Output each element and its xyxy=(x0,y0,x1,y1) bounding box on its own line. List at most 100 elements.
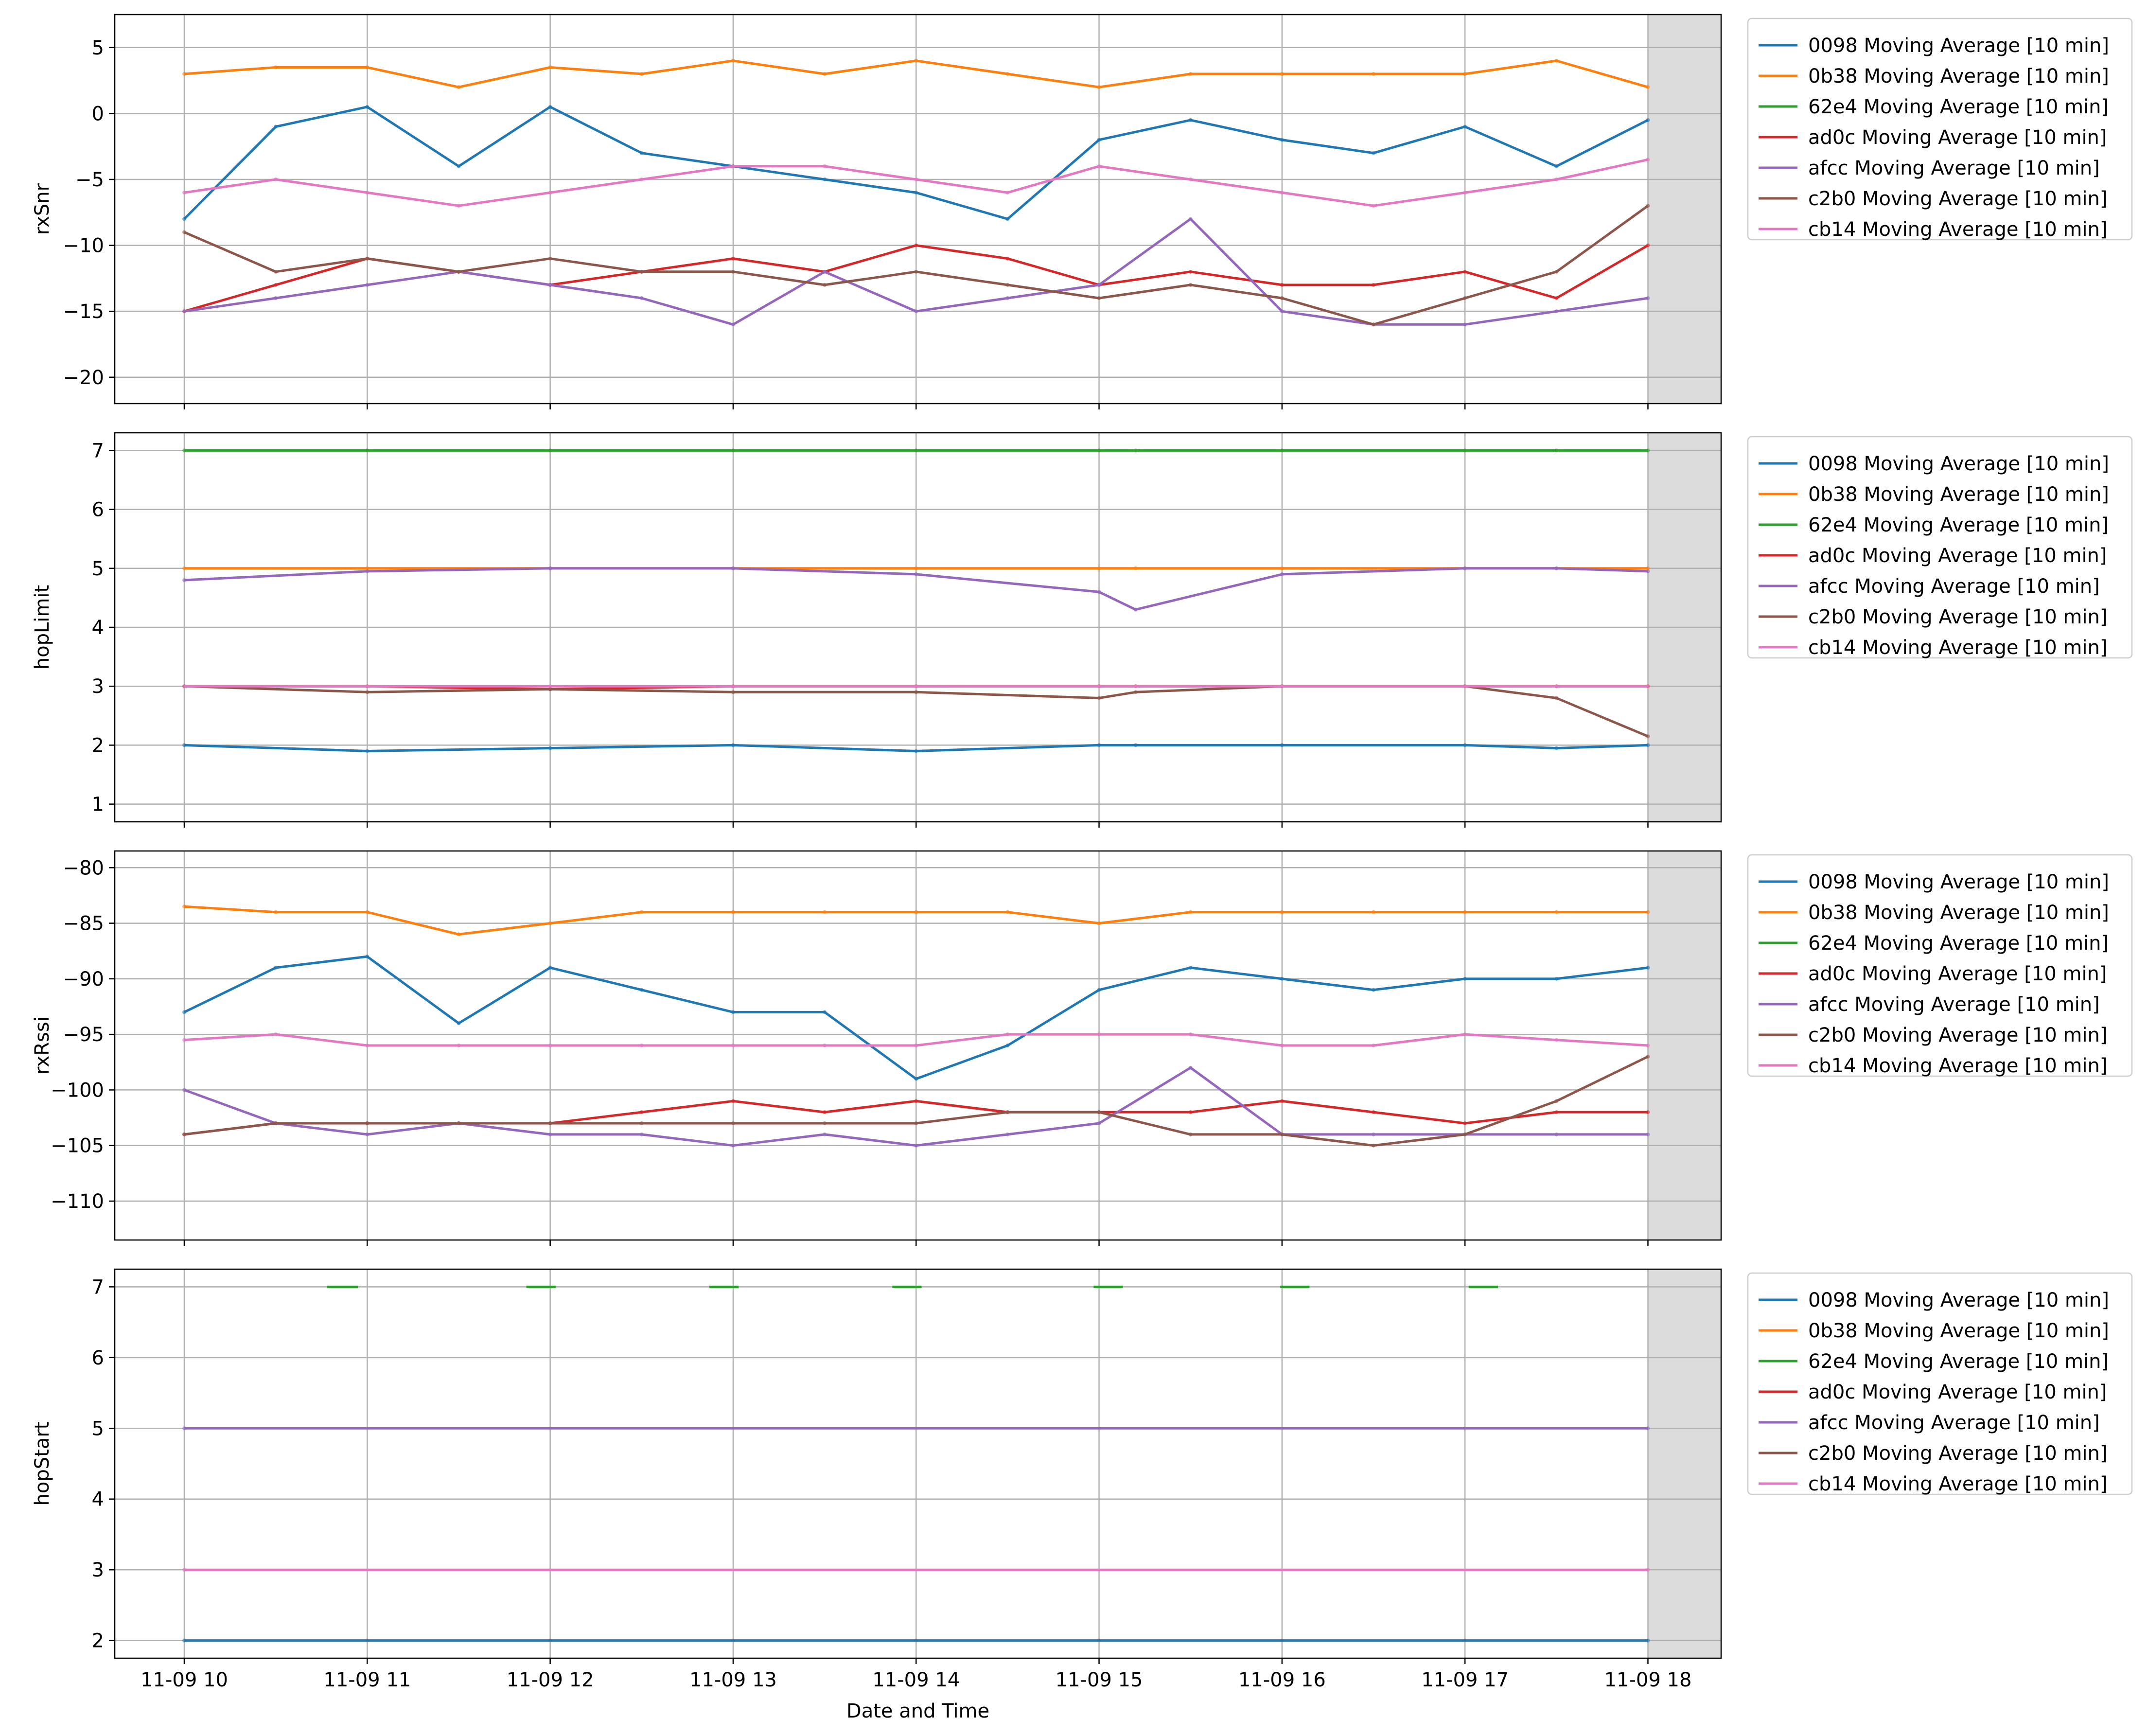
x-tick-label: 11-09 14 xyxy=(872,1669,960,1691)
legend-box xyxy=(1747,854,2133,1077)
data-point xyxy=(823,1121,827,1125)
data-point xyxy=(639,177,644,181)
data-point xyxy=(457,164,461,168)
data-point xyxy=(1463,1032,1467,1037)
y-tick-label: 5 xyxy=(92,37,104,59)
data-point xyxy=(639,269,644,274)
data-point xyxy=(1097,988,1101,992)
legend-box xyxy=(1747,436,2133,659)
data-point xyxy=(914,684,918,689)
data-point xyxy=(1554,566,1559,570)
axes-frame xyxy=(114,1268,1722,1659)
data-point xyxy=(1646,85,1650,89)
data-point xyxy=(457,204,461,208)
data-point xyxy=(731,1099,735,1103)
data-point xyxy=(1646,1054,1650,1059)
data-point xyxy=(639,988,644,992)
data-point xyxy=(274,910,278,914)
data-point xyxy=(914,269,918,274)
data-point xyxy=(639,1121,644,1125)
data-point xyxy=(1463,743,1467,747)
data-point xyxy=(182,578,186,583)
data-point xyxy=(639,910,644,914)
y-tick-label: 4 xyxy=(92,1488,104,1511)
data-point xyxy=(548,1044,552,1047)
legend-entry: ad0c Moving Average [10 min] xyxy=(1808,963,2107,985)
data-point xyxy=(365,65,370,70)
data-point xyxy=(1554,1099,1559,1103)
y-axis-label: rxSnr xyxy=(31,183,53,235)
data-point xyxy=(731,684,735,689)
data-point xyxy=(1280,684,1284,689)
data-point xyxy=(274,177,278,181)
y-tick-label: 4 xyxy=(92,617,104,639)
y-tick-label: 5 xyxy=(92,558,104,580)
data-point xyxy=(1188,1132,1193,1136)
data-point xyxy=(1372,283,1376,287)
data-point xyxy=(731,1010,735,1014)
data-point xyxy=(1188,1032,1193,1037)
y-tick-label: −110 xyxy=(51,1190,104,1213)
data-point xyxy=(548,448,552,453)
data-point xyxy=(457,1021,461,1026)
panel-hopLimit: 1 2 3 4 5 6 7 hopLimit 0098 Moving Average [10 m… xyxy=(31,432,2133,828)
data-point xyxy=(823,1110,827,1115)
data-point xyxy=(548,746,552,750)
data-point xyxy=(182,743,186,747)
data-point xyxy=(1463,976,1467,981)
x-tick-label: 11-09 18 xyxy=(1604,1669,1692,1691)
legend-entry: afcc Moving Average [10 min] xyxy=(1808,575,2100,598)
legend-entry: c2b0 Moving Average [10 min] xyxy=(1808,606,2107,628)
data-point xyxy=(1005,283,1010,287)
data-point xyxy=(1005,296,1010,301)
data-point xyxy=(1646,1110,1650,1115)
data-point xyxy=(274,283,278,287)
data-point xyxy=(1372,988,1376,992)
data-point xyxy=(182,72,186,76)
data-point xyxy=(914,191,918,195)
data-point xyxy=(1554,58,1559,63)
data-point xyxy=(823,283,827,287)
series-group xyxy=(182,1285,1650,1643)
data-point xyxy=(1005,72,1010,76)
data-point xyxy=(1188,1065,1193,1070)
series-group xyxy=(182,904,1650,1148)
data-point xyxy=(1280,1099,1284,1103)
y-tick-label: 6 xyxy=(92,1347,104,1369)
data-point xyxy=(823,164,827,168)
data-point xyxy=(1005,217,1010,221)
data-point xyxy=(1005,1132,1010,1136)
data-point xyxy=(548,105,552,109)
data-point xyxy=(1188,269,1193,274)
y-tick-label: 6 xyxy=(92,499,104,521)
data-point xyxy=(914,1044,918,1047)
data-point xyxy=(1188,283,1193,287)
data-point xyxy=(182,1426,186,1431)
legend-entry: 0098 Moving Average [10 min] xyxy=(1808,35,2109,57)
data-point xyxy=(1133,690,1138,694)
data-point xyxy=(457,1044,461,1047)
data-point xyxy=(365,1044,370,1047)
data-point xyxy=(1554,696,1559,700)
data-point xyxy=(548,65,552,70)
data-point xyxy=(1463,684,1467,689)
data-point xyxy=(731,690,735,694)
data-point xyxy=(182,230,186,234)
legend-entry: 62e4 Moving Average [10 min] xyxy=(1808,514,2109,536)
data-point xyxy=(1097,696,1101,700)
legend-entry: ad0c Moving Average [10 min] xyxy=(1808,1381,2107,1403)
legend-entry: 62e4 Moving Average [10 min] xyxy=(1808,96,2109,118)
legend-entry: cb14 Moving Average [10 min] xyxy=(1808,218,2107,241)
data-point xyxy=(1463,566,1467,570)
data-point xyxy=(182,1038,186,1042)
x-tick-label: 11-09 15 xyxy=(1056,1669,1143,1691)
data-point xyxy=(274,269,278,274)
data-point xyxy=(274,1032,278,1037)
data-point xyxy=(457,85,461,89)
data-point xyxy=(1646,1638,1650,1643)
data-point xyxy=(1463,1121,1467,1125)
data-point xyxy=(1554,164,1559,168)
data-point xyxy=(823,1044,827,1047)
legend: 0098 Moving Average [10 min] 0b38 Moving … xyxy=(1747,854,2133,1077)
